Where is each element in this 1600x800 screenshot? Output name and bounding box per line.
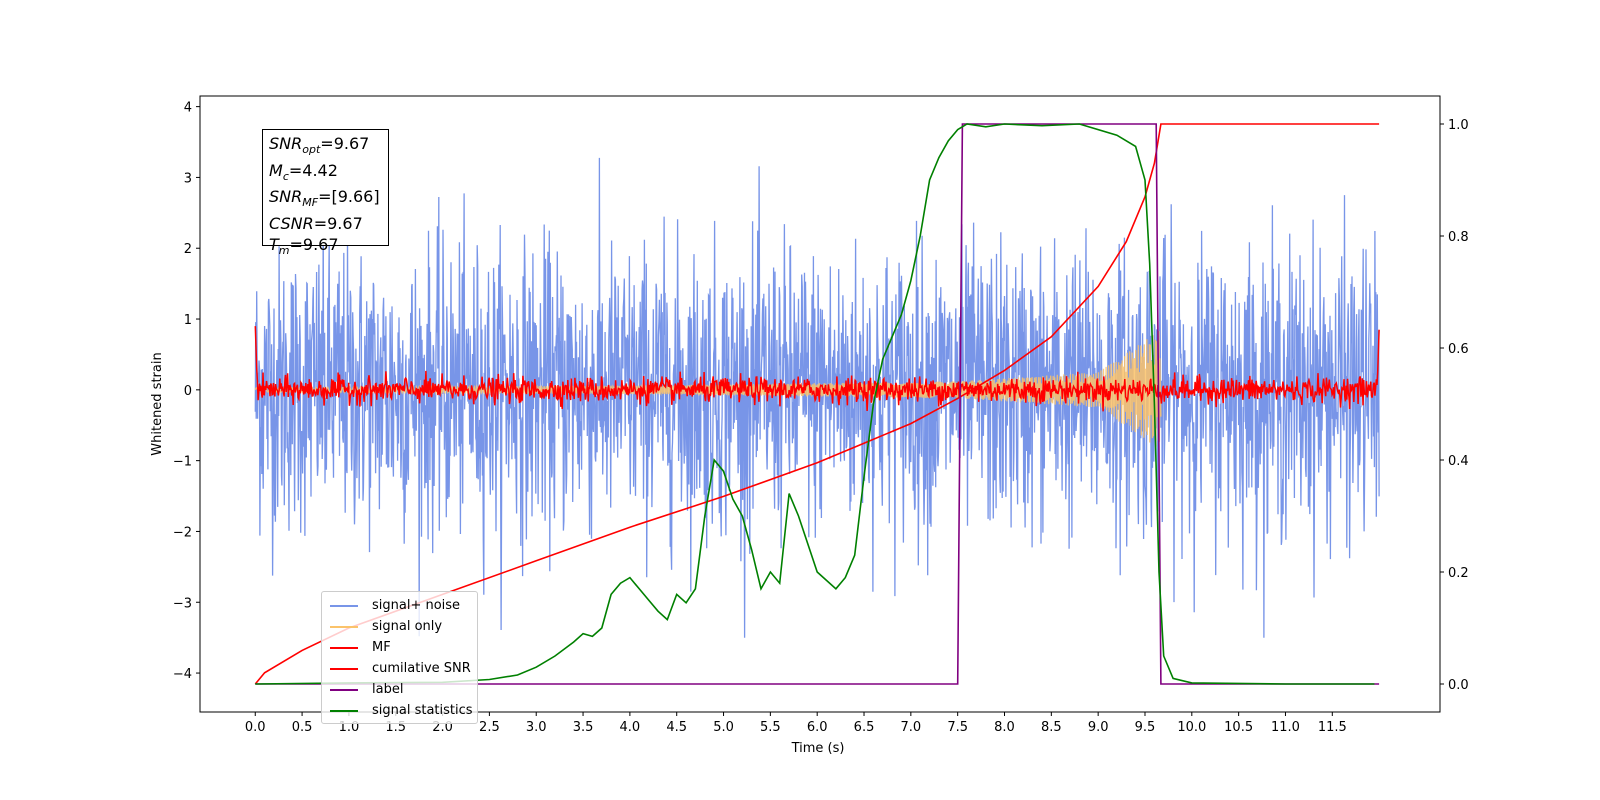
y-right-tick-label: 0.4 [1448, 454, 1469, 469]
legend-label: signal+ noise [372, 598, 461, 613]
y-right-tick-label: 0.0 [1448, 678, 1469, 693]
x-tick-label: 6.5 [854, 720, 875, 735]
legend-label: cumilative SNR [372, 661, 471, 676]
y-left-tick-label: 4 [184, 101, 192, 116]
snr-annotation-box: SNRopt=9.67 Mc=4.42 SNRMF=[9.66] CSNR=9.… [262, 129, 389, 257]
plot-frame [199, 95, 1441, 713]
snr-opt-line: SNRopt=9.67 [269, 134, 370, 157]
legend-label: signal statistics [372, 703, 473, 718]
y-left-tick-label: 1 [184, 313, 192, 328]
x-tick-label: 11.0 [1271, 720, 1300, 735]
legend-swatch [330, 604, 358, 607]
x-tick-label: 4.0 [620, 720, 641, 735]
snr-mf-line: SNRMF=[9.66] [269, 187, 380, 210]
legend-item-cumulative-snr: cumilative SNR [330, 658, 477, 679]
snr-opt-value: 9.67 [333, 134, 370, 153]
x-tick-label: 7.5 [947, 720, 968, 735]
y-axis-label: Whitened strain [150, 352, 165, 455]
legend-label: label [372, 682, 404, 697]
x-tick-label: 4.5 [666, 720, 687, 735]
y-left-tick-label: −2 [173, 525, 192, 540]
y-right-tick-label: 0.2 [1448, 566, 1469, 581]
series-label-line [255, 123, 1380, 685]
x-tick-label: 7.0 [901, 720, 922, 735]
legend-item-mf: MF [330, 637, 477, 658]
mc-line: Mc=4.42 [269, 160, 338, 183]
y-right-tick-label: 0.8 [1448, 230, 1469, 245]
legend-item-label: label [330, 679, 477, 700]
series-mf-line [254, 326, 1380, 412]
series-signal-noise-line [254, 157, 1380, 638]
x-tick-label: 5.0 [713, 720, 734, 735]
legend-item-signal-noise: signal+ noise [330, 595, 477, 616]
x-tick-label: 10.5 [1224, 720, 1253, 735]
legend-swatch [330, 688, 358, 691]
y-left-tick-label: −4 [173, 667, 192, 682]
x-axis-label: Time (s) [791, 741, 845, 756]
y-left-tick-label: −1 [173, 455, 192, 470]
legend-swatch [330, 709, 358, 712]
series-signal-statistics-line [255, 123, 1375, 685]
x-tick-label: 2.5 [479, 720, 500, 735]
mc-value: 4.42 [302, 160, 338, 180]
x-tick-label: 3.0 [526, 720, 547, 735]
y-left-tick-label: 0 [184, 384, 192, 399]
x-tick-label: 5.5 [760, 720, 781, 735]
y-axis-right: 1.0 0.8 0.6 0.4 0.2 0.0 [1440, 118, 1469, 693]
x-tick-label: 8.5 [1041, 720, 1062, 735]
legend-label: signal only [372, 619, 443, 634]
legend-swatch [330, 667, 358, 670]
x-tick-label: 6.0 [807, 720, 828, 735]
csnr-line: CSNR=9.67 [269, 214, 363, 234]
x-axis: 0.0 0.5 1.0 1.5 2.0 2.5 3.0 3.5 4.0 4.5 5.0 5.5 6.0 6… [245, 712, 1347, 735]
y-left-tick-label: 2 [184, 242, 192, 257]
legend-swatch [330, 646, 358, 649]
csnr-value: 9.67 [327, 214, 363, 234]
x-tick-label: 8.0 [994, 720, 1015, 735]
x-tick-label: 9.0 [1088, 720, 1109, 735]
x-tick-label: 0.0 [245, 720, 266, 735]
tm-value: 9.67 [302, 234, 339, 254]
legend-item-signal-only: signal only [330, 616, 477, 637]
y-left-tick-label: −3 [173, 596, 192, 611]
x-tick-label: 9.5 [1135, 720, 1156, 735]
x-tick-label: 10.0 [1177, 720, 1206, 735]
y-axis-left: 4 3 2 1 0 −1 −2 −3 −4 [173, 101, 200, 682]
y-right-tick-label: 1.0 [1448, 118, 1469, 133]
legend-swatch [330, 625, 358, 628]
y-left-tick-label: 3 [184, 171, 192, 186]
y-right-tick-label: 0.6 [1448, 342, 1469, 357]
snr-mf-value: [9.66] [331, 187, 380, 207]
legend: signal+ noise signal only MF cumilative … [321, 591, 478, 724]
legend-label: MF [372, 640, 391, 655]
x-tick-label: 3.5 [573, 720, 594, 735]
x-tick-label: 11.5 [1318, 720, 1347, 735]
legend-item-signal-statistics: signal statistics [330, 700, 477, 721]
x-tick-label: 0.5 [292, 720, 313, 735]
tm-line: Tm=9.67 [269, 234, 339, 257]
